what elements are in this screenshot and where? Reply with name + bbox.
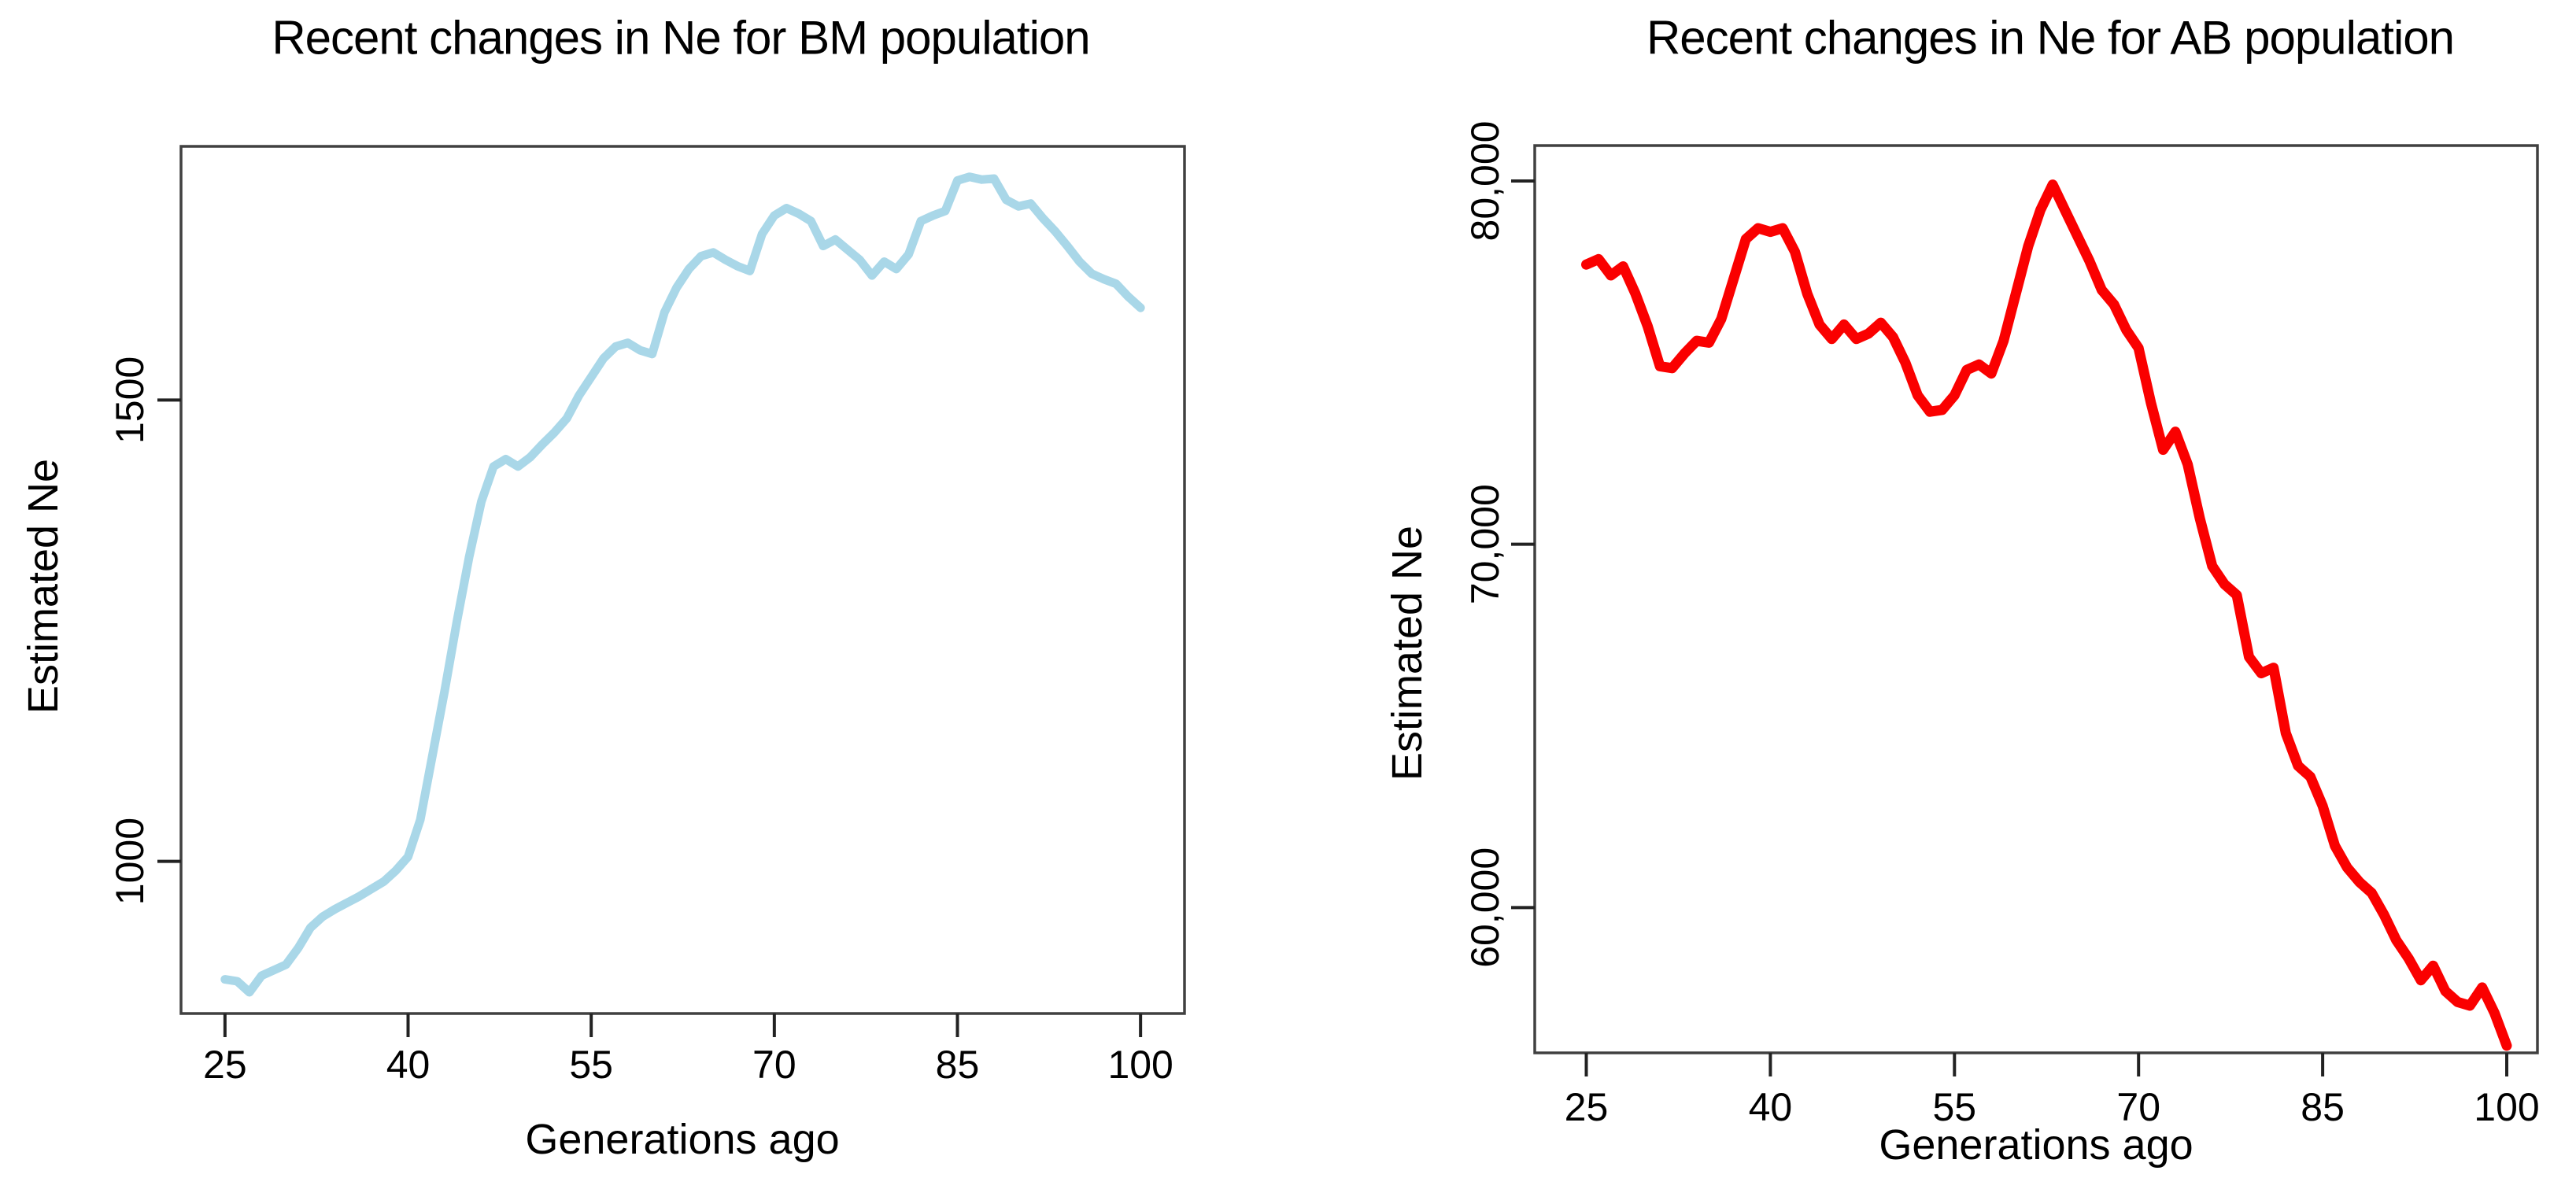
bm-chart-title: Recent changes in Ne for BM population <box>272 11 1090 65</box>
ab-x-tick-label-40: 40 <box>1749 1085 1793 1129</box>
ab-x-tick-label-100: 100 <box>2474 1085 2539 1129</box>
bm-x-tick-label-25: 25 <box>203 1043 247 1087</box>
ab-x-tick-label-85: 85 <box>2301 1085 2345 1129</box>
bm-x-tick-label-55: 55 <box>569 1043 613 1087</box>
bm-x-tick-label-70: 70 <box>752 1043 796 1087</box>
bm-y-tick-label-1500: 1500 <box>108 356 152 444</box>
bm-x-axis-label: Generations ago <box>525 1116 840 1163</box>
bm-x-tick-label-40: 40 <box>386 1043 431 1087</box>
bm-plot-box <box>179 145 1186 1015</box>
ab-series-line <box>1581 179 2512 1051</box>
ab-y-tick-label-60,000: 60,000 <box>1463 847 1507 968</box>
bm-y-tick-label-1000: 1000 <box>108 818 152 905</box>
ab-y-tick-label-80,000: 80,000 <box>1463 121 1507 242</box>
bm-x-tick-label-85: 85 <box>936 1043 980 1087</box>
ab-y-tick-label-70,000: 70,000 <box>1463 484 1507 604</box>
ab-chart-title: Recent changes in Ne for AB population <box>1646 11 2455 65</box>
ab-x-tick-label-25: 25 <box>1565 1085 1609 1129</box>
bm-series-line <box>220 172 1145 997</box>
ab-plot-box <box>1533 144 2539 1054</box>
ab-y-axis-label: Estimated Ne <box>1384 525 1431 781</box>
bm-y-axis-label: Estimated Ne <box>20 458 67 715</box>
ab-x-axis-label: Generations ago <box>1879 1121 2193 1169</box>
bm-x-tick-label-100: 100 <box>1107 1043 1173 1087</box>
